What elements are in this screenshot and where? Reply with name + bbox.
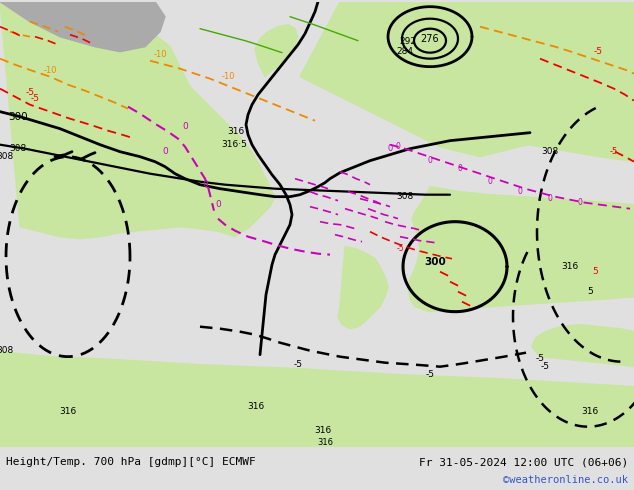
Text: 0: 0 [215,200,221,209]
Polygon shape [0,352,634,447]
Text: 316: 316 [317,438,333,447]
Text: 316: 316 [314,426,332,435]
Text: -5: -5 [25,88,34,97]
Text: Fr 31-05-2024 12:00 UTC (06+06): Fr 31-05-2024 12:00 UTC (06+06) [418,457,628,467]
Text: 0: 0 [517,187,522,196]
Text: 308: 308 [396,192,413,201]
Text: 0: 0 [162,147,168,156]
Text: -5: -5 [536,354,545,363]
Text: 292: 292 [399,37,417,46]
Text: -5: -5 [396,244,404,253]
Text: 316: 316 [247,402,264,411]
Polygon shape [300,1,634,157]
Text: ©weatheronline.co.uk: ©weatheronline.co.uk [503,475,628,485]
Text: 0: 0 [182,122,188,131]
Polygon shape [255,24,298,76]
Text: 0: 0 [458,164,462,173]
Text: Height/Temp. 700 hPa [gdmp][°C] ECMWF: Height/Temp. 700 hPa [gdmp][°C] ECMWF [6,457,256,467]
Text: 316: 316 [60,407,77,416]
Text: -5: -5 [294,360,302,369]
Text: -5: -5 [541,362,550,371]
Polygon shape [390,89,515,139]
Polygon shape [415,67,634,162]
Text: 316·5: 316·5 [221,140,247,149]
Polygon shape [408,187,634,312]
Text: 0: 0 [578,198,583,207]
Text: -10: -10 [153,50,167,59]
Text: -5: -5 [425,370,434,379]
Text: 0: 0 [427,156,432,165]
Text: -5: -5 [610,147,618,156]
Text: 300: 300 [424,257,446,267]
Text: 0: 0 [202,180,208,189]
Text: 316: 316 [228,127,245,136]
Text: -5: -5 [30,94,39,103]
Text: -10: -10 [43,66,57,75]
Text: -5: -5 [593,47,602,56]
Text: 316: 316 [561,262,579,271]
Text: 300: 300 [8,112,28,122]
Text: -10: -10 [221,72,235,81]
Polygon shape [532,325,634,367]
Polygon shape [355,1,440,82]
Text: 0: 0 [548,194,552,203]
Text: 308: 308 [0,152,13,161]
Text: 5: 5 [592,267,598,276]
Polygon shape [0,1,165,51]
Text: 276: 276 [421,34,439,44]
Text: 308: 308 [0,346,13,355]
Text: 0: 0 [396,142,401,151]
Text: 284: 284 [396,47,413,56]
Polygon shape [0,1,275,239]
Text: 316: 316 [581,407,598,416]
Text: 5: 5 [587,287,593,296]
Polygon shape [338,246,388,329]
Text: 0: 0 [387,144,392,153]
Text: 0: 0 [488,177,493,186]
Text: 308: 308 [10,144,27,153]
Text: 308: 308 [541,147,559,156]
